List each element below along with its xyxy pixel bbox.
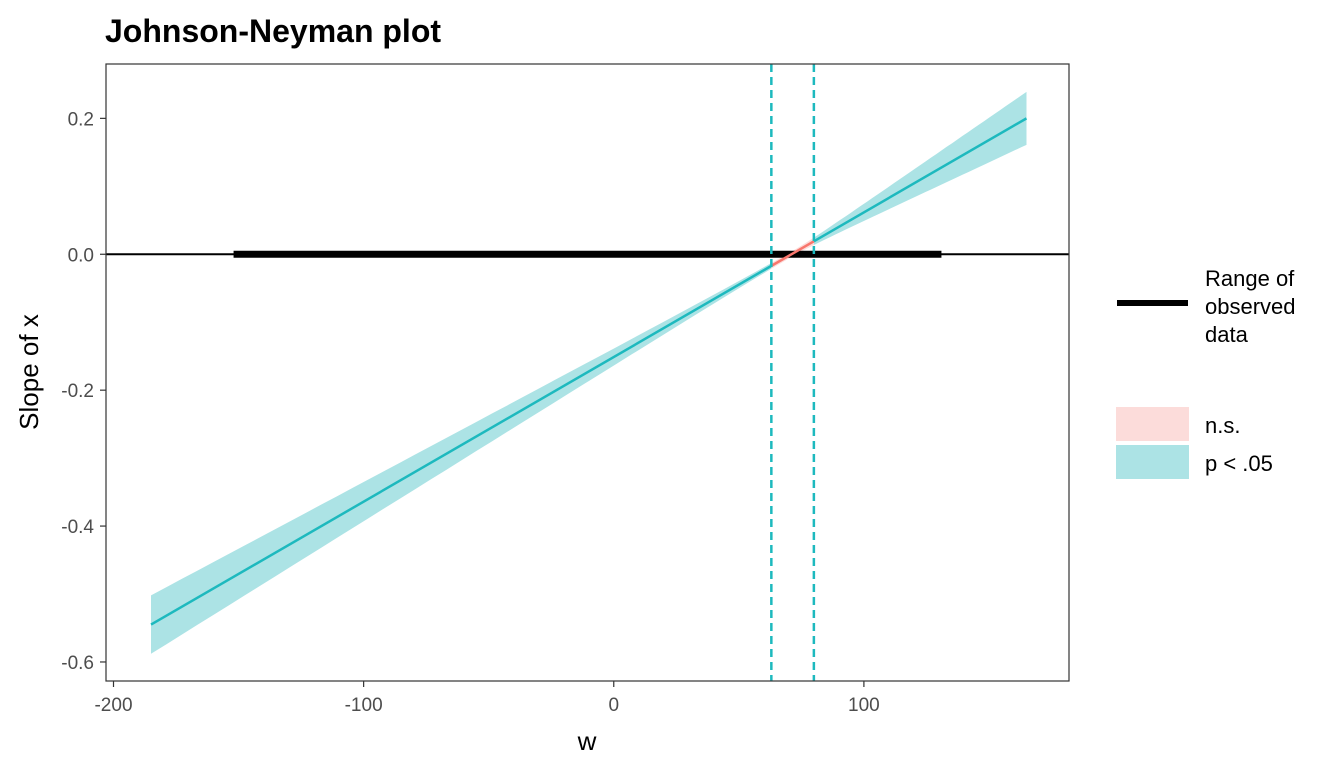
legend-ns-label: n.s. xyxy=(1205,413,1240,438)
x-tick-label: -200 xyxy=(94,695,132,716)
y-tick-label: 0.2 xyxy=(68,109,94,130)
y-tick-label: 0.0 xyxy=(68,245,94,266)
legend-range-label-line-2: observed xyxy=(1205,294,1296,319)
ns-slope-line xyxy=(770,240,815,267)
panel-border xyxy=(105,63,1070,682)
plot-area: -0.6 -0.4 -0.2 0.0 0.2 -200 -100 0 100 xyxy=(61,63,1070,716)
legend: Range of observed data n.s. p < .05 xyxy=(1116,266,1296,479)
chart-title: Johnson-Neyman plot xyxy=(105,13,441,49)
x-axis-label: w xyxy=(577,726,597,756)
x-tick-label: -100 xyxy=(345,695,383,716)
y-tick-label: -0.2 xyxy=(61,381,94,402)
legend-range-label-line-1: Range of xyxy=(1205,266,1295,291)
x-tick-label: 100 xyxy=(848,695,880,716)
x-tick-label: 0 xyxy=(608,695,619,716)
y-tick-label: -0.6 xyxy=(61,653,94,674)
legend-range-label-line-3: data xyxy=(1205,322,1249,347)
legend-ns-swatch xyxy=(1116,407,1189,441)
y-tick-label: -0.4 xyxy=(61,517,94,538)
sig-band-2 xyxy=(813,91,1027,246)
sig-slope-line-1 xyxy=(150,264,772,626)
legend-sig-swatch xyxy=(1116,445,1189,479)
y-axis-label: Slope of x xyxy=(14,314,44,430)
sig-slope-line-2 xyxy=(813,117,1028,243)
legend-sig-label: p < .05 xyxy=(1205,451,1273,476)
sig-band-1 xyxy=(151,263,772,654)
